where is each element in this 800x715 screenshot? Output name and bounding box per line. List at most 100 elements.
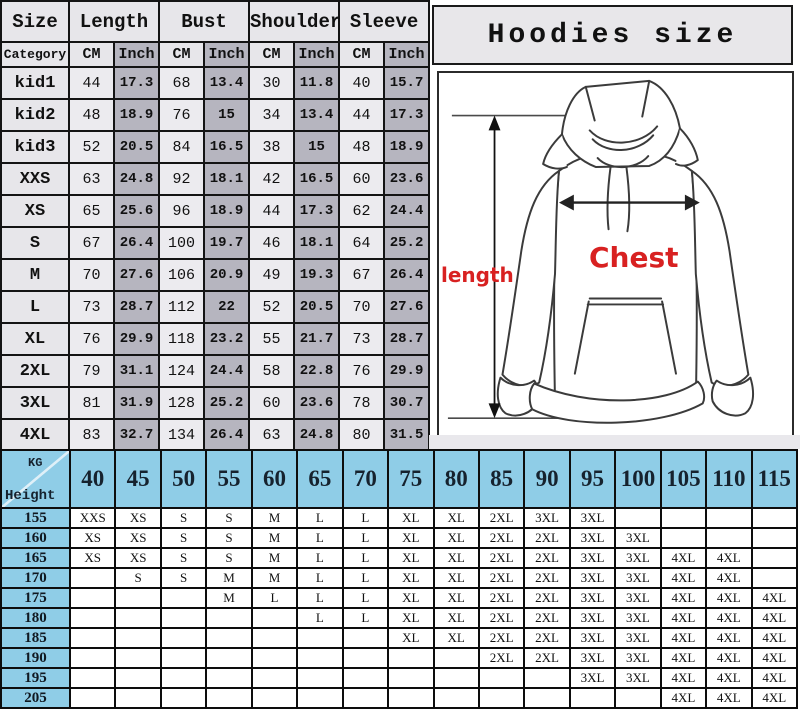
weight-header: 70	[341, 449, 390, 509]
height-row-label: 205	[0, 687, 71, 709]
size-cell-cm: 60	[248, 386, 296, 420]
size-cell-cm: 124	[158, 354, 206, 388]
fit-cell: XS	[68, 527, 117, 549]
size-cell-cm: 68	[158, 66, 206, 100]
hoodies-size-title-box: Hoodies size	[432, 5, 793, 65]
size-row-label: S	[0, 226, 70, 260]
fit-cell	[205, 647, 253, 669]
size-cell-cm: 73	[68, 290, 115, 324]
fit-cell	[296, 627, 344, 649]
fit-table-row: 195 3XL 3XL 4XL 4XL 4XL	[0, 667, 799, 689]
height-row-label: 165	[0, 547, 71, 569]
size-cell-cm: 44	[248, 194, 296, 228]
fit-cell: 4XL	[705, 687, 753, 709]
fit-cell	[341, 647, 390, 669]
fit-cell: 2XL	[523, 647, 571, 669]
size-cell-inch: 31.9	[112, 386, 161, 420]
fit-cell	[250, 607, 299, 629]
size-row-label: kid2	[0, 98, 70, 132]
size-cell-cm: 76	[68, 322, 115, 356]
unit-header-cm: CM	[248, 41, 296, 68]
fit-cell: S	[159, 507, 208, 529]
size-row-label: 4XL	[0, 418, 70, 452]
size-cell-cm: 80	[338, 418, 386, 452]
fit-cell: 4XL	[659, 647, 708, 669]
fit-cell	[68, 687, 117, 709]
size-cell-inch: 15.7	[383, 66, 431, 100]
fit-cell	[750, 507, 799, 529]
size-cell-inch: 24.4	[383, 194, 431, 228]
fit-table-row: 205 4XL 4XL 4XL	[0, 687, 799, 709]
size-cell-inch: 18.9	[203, 194, 251, 228]
weight-header: 90	[523, 449, 571, 509]
size-table-row: kid2 48 18.9 76 15 34 13.4 44 17.3	[0, 98, 431, 132]
size-cell-cm: 67	[338, 258, 386, 292]
size-cell-inch: 27.6	[112, 258, 161, 292]
fit-cell	[523, 667, 571, 689]
fit-cell	[159, 667, 208, 689]
fit-cell	[114, 687, 162, 709]
size-row-label: 3XL	[0, 386, 70, 420]
size-group-header: Size	[0, 0, 70, 43]
fit-cell: M	[250, 567, 299, 589]
fit-cell	[250, 667, 299, 689]
unit-header-inch: Inch	[383, 41, 431, 68]
panel-bottom-margin	[429, 435, 800, 449]
size-cell-cm: 42	[248, 162, 296, 196]
fit-cell: 3XL	[568, 587, 617, 609]
fit-cell: L	[296, 587, 344, 609]
fit-cell: M	[205, 567, 253, 589]
fit-cell: 3XL	[614, 527, 662, 549]
hoodie-diagram: length Chest	[437, 71, 794, 437]
fit-cell: 2XL	[523, 607, 571, 629]
fit-cell	[432, 687, 480, 709]
size-cell-cm: 49	[248, 258, 296, 292]
fit-cell	[250, 627, 299, 649]
height-row-label: 180	[0, 607, 71, 629]
fit-cell	[114, 627, 162, 649]
fit-cell: XL	[387, 567, 435, 589]
size-cell-cm: 81	[68, 386, 115, 420]
fit-cell: L	[296, 547, 344, 569]
fit-cell: 3XL	[568, 567, 617, 589]
size-cell-cm: 83	[68, 418, 115, 452]
size-cell-inch: 18.1	[203, 162, 251, 196]
size-table-row: kid1 44 17.3 68 13.4 30 11.8 40 15.7	[0, 66, 431, 100]
unit-header-cm: CM	[158, 41, 206, 68]
fit-cell	[68, 647, 117, 669]
fit-cell: L	[296, 607, 344, 629]
size-cell-inch: 15	[293, 130, 341, 164]
fit-cell: 2XL	[477, 647, 526, 669]
size-row-label: 2XL	[0, 354, 70, 388]
fit-cell	[387, 667, 435, 689]
fit-cell: XL	[387, 607, 435, 629]
size-row-label: L	[0, 290, 70, 324]
fit-cell: 3XL	[614, 667, 662, 689]
size-cell-inch: 17.3	[293, 194, 341, 228]
size-cell-inch: 15	[203, 98, 251, 132]
fit-cell: 4XL	[659, 627, 708, 649]
size-table-row: L 73 28.7 112 22 52 20.5 70 27.6	[0, 290, 431, 324]
fit-cell: 3XL	[568, 627, 617, 649]
size-cell-inch: 31.1	[112, 354, 161, 388]
weight-header: 50	[159, 449, 208, 509]
fit-cell: L	[296, 527, 344, 549]
fit-table-row: 185 XL XL 2XL 2XL 3XL 3XL 4XL 4XL 4XL	[0, 627, 799, 649]
weight-header: 100	[614, 449, 662, 509]
fit-cell: 2XL	[477, 627, 526, 649]
fit-cell	[159, 647, 208, 669]
fit-cell	[387, 687, 435, 709]
fit-cell: 2XL	[477, 527, 526, 549]
length-arrow	[488, 115, 501, 419]
size-cell-cm: 62	[338, 194, 386, 228]
size-cell-cm: 78	[338, 386, 386, 420]
size-cell-cm: 52	[68, 130, 115, 164]
size-cell-cm: 46	[248, 226, 296, 260]
fit-cell: 3XL	[568, 667, 617, 689]
fit-cell	[750, 567, 799, 589]
weight-header: 105	[659, 449, 708, 509]
size-table-row: kid3 52 20.5 84 16.5 38 15 48 18.9	[0, 130, 431, 164]
fit-cell: XL	[387, 587, 435, 609]
fit-cell: 4XL	[750, 587, 799, 609]
fit-cell: 4XL	[659, 567, 708, 589]
